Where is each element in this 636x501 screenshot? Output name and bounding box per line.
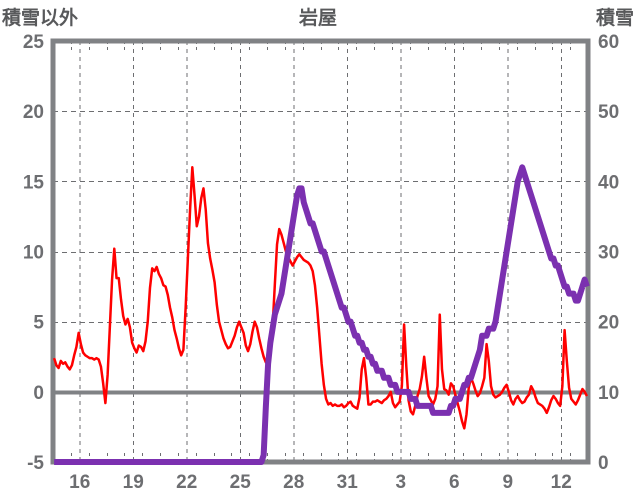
data-series-group [52,164,590,465]
chart-title: 岩屋 [298,8,337,29]
right-tick-label: 40 [598,172,619,193]
left-tick-label: 25 [23,32,45,53]
left-tick-label: 5 [33,313,44,334]
right-tick-label: 20 [598,313,619,334]
x-tick-label: 16 [69,472,90,493]
left-tick-label: 15 [23,172,45,193]
series-line-2 [53,164,590,465]
plot-frame [50,38,591,465]
left-tick-label: -5 [27,453,44,474]
x-tick-label: 9 [502,472,513,493]
x-tick-label: 3 [395,472,406,493]
left-axis-title: 積雪以外 [2,8,79,29]
right-tick-label: 30 [598,243,619,264]
right-tick-label: 0 [598,453,609,474]
left-tick-label: 20 [23,102,44,123]
left-axis-tick-labels: -5 0 5 10 15 20 25 [23,32,45,474]
x-tick-label: 28 [283,472,304,493]
x-tick-label: 19 [123,472,144,493]
right-tick-label: 60 [598,32,619,53]
right-tick-label: 50 [598,102,619,123]
x-tick-label: 22 [176,472,197,493]
x-axis-tick-labels: 16 19 22 25 28 31 3 6 9 12 [69,472,572,493]
right-axis-title: 積雪 [595,8,634,29]
series-line-1 [52,166,588,430]
x-tick-label: 31 [337,472,359,493]
right-axis-tick-labels: 0 10 20 30 40 50 60 [598,32,619,474]
left-tick-label: 0 [33,383,44,404]
right-tick-label: 10 [598,383,619,404]
x-tick-label: 25 [230,472,252,493]
x-tick-label: 6 [449,472,460,493]
horizontal-gridlines [53,111,588,323]
left-tick-label: 10 [23,243,44,264]
x-tick-label: 12 [551,472,572,493]
